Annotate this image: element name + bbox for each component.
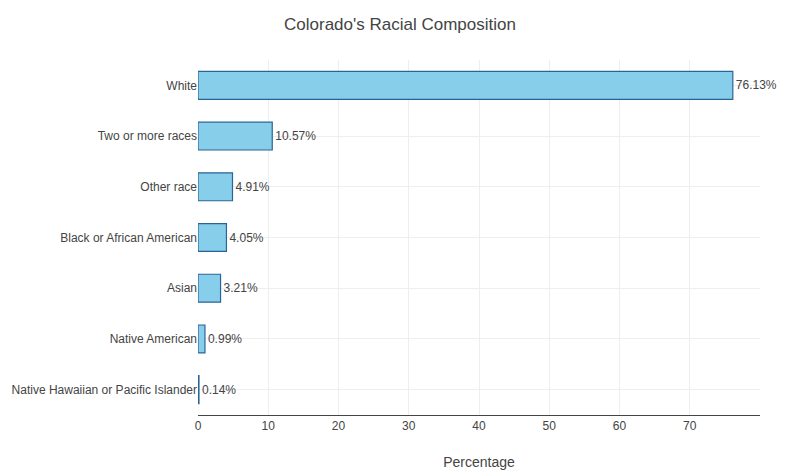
svg-text:60: 60 <box>613 419 627 433</box>
svg-text:10: 10 <box>262 419 276 433</box>
svg-text:20: 20 <box>332 419 346 433</box>
svg-text:4.05%: 4.05% <box>229 231 263 245</box>
svg-text:Other race: Other race <box>140 180 197 194</box>
svg-text:4.91%: 4.91% <box>235 180 269 194</box>
svg-text:Colorado's Racial Composition: Colorado's Racial Composition <box>284 15 516 34</box>
svg-text:Asian: Asian <box>167 281 197 295</box>
svg-text:50: 50 <box>543 419 557 433</box>
svg-text:10.57%: 10.57% <box>275 129 316 143</box>
svg-text:Two or more races: Two or more races <box>98 129 197 143</box>
svg-text:3.21%: 3.21% <box>224 281 258 295</box>
svg-text:Black or African American: Black or African American <box>60 231 197 245</box>
svg-text:White: White <box>166 79 197 93</box>
svg-text:Native American: Native American <box>110 332 197 346</box>
svg-text:0.99%: 0.99% <box>208 332 242 346</box>
svg-text:70: 70 <box>683 419 697 433</box>
svg-text:Native Hawaiian or Pacific Isl: Native Hawaiian or Pacific Islander <box>12 383 197 397</box>
svg-text:0.14%: 0.14% <box>202 383 236 397</box>
svg-text:76.13%: 76.13% <box>736 78 777 92</box>
svg-text:30: 30 <box>402 419 416 433</box>
svg-text:Percentage: Percentage <box>443 454 515 470</box>
svg-text:0: 0 <box>195 419 202 433</box>
svg-text:40: 40 <box>472 419 486 433</box>
